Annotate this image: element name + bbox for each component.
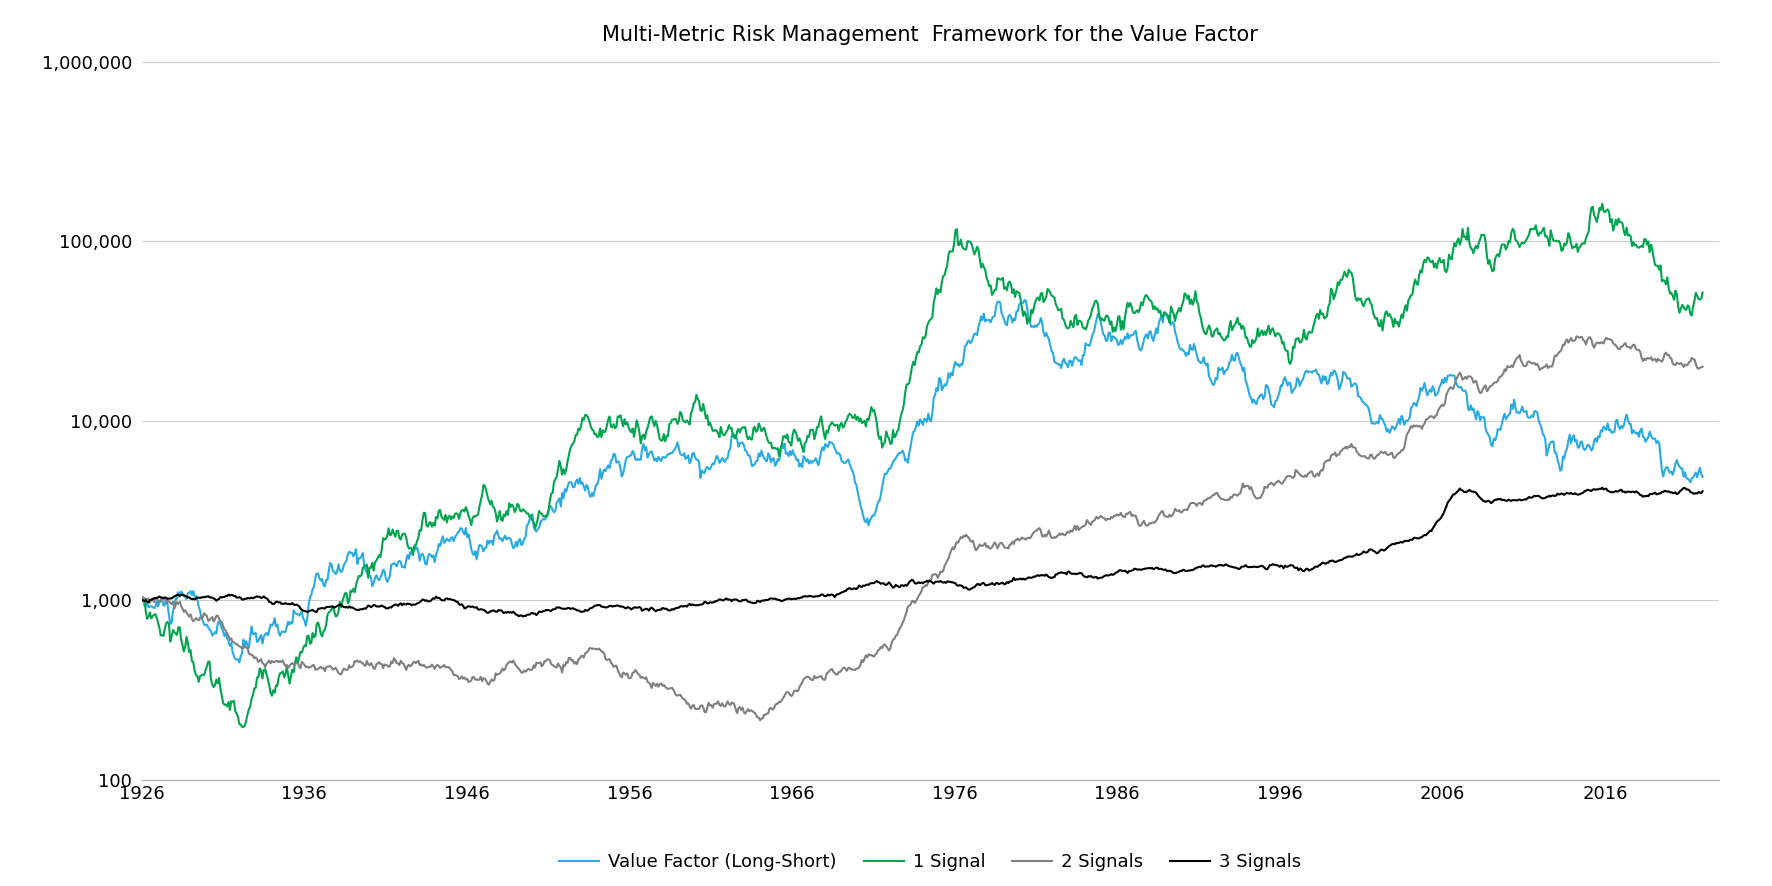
Line: Value Factor (Long-Short): Value Factor (Long-Short) [142, 300, 1703, 663]
3 Signals [512, 611, 533, 622]
Legend: Value Factor (Long-Short), 1 Signal, 2 Signals, 3 Signals: Value Factor (Long-Short), 1 Signal, 2 S… [553, 846, 1308, 879]
3 Signals [1350, 548, 1372, 559]
2 Signals [374, 659, 395, 670]
3 Signals [1515, 494, 1536, 504]
2 Signals [1515, 361, 1536, 371]
3 Signals [1591, 482, 1613, 493]
2 Signals [301, 660, 323, 671]
Value Factor (Long-Short) [303, 582, 324, 593]
1 Signal [1081, 303, 1102, 314]
Value Factor (Long-Short) [229, 657, 250, 668]
Value Factor (Long-Short) [1515, 407, 1536, 417]
Value Factor (Long-Short) [1515, 406, 1536, 416]
2 Signals [131, 595, 152, 606]
1 Signal [131, 595, 152, 606]
3 Signals [131, 595, 152, 606]
Value Factor (Long-Short) [1692, 471, 1714, 482]
2 Signals [1513, 361, 1535, 371]
Value Factor (Long-Short) [376, 573, 397, 584]
Line: 2 Signals: 2 Signals [142, 337, 1703, 720]
1 Signal [303, 632, 324, 642]
1 Signal [1350, 293, 1372, 304]
1 Signal [1513, 238, 1535, 249]
1 Signal [1591, 198, 1613, 209]
3 Signals [1513, 494, 1535, 505]
1 Signal [376, 533, 397, 544]
1 Signal [232, 721, 253, 732]
Value Factor (Long-Short) [1352, 396, 1373, 407]
Value Factor (Long-Short) [1083, 327, 1104, 338]
3 Signals [301, 604, 323, 615]
2 Signals [1692, 361, 1714, 372]
Line: 3 Signals: 3 Signals [142, 487, 1703, 617]
3 Signals [1081, 571, 1102, 582]
2 Signals [1566, 331, 1588, 342]
Value Factor (Long-Short) [1014, 295, 1035, 306]
2 Signals [1350, 450, 1372, 461]
1 Signal [1692, 287, 1714, 298]
Title: Multi-Metric Risk Management  Framework for the Value Factor: Multi-Metric Risk Management Framework f… [602, 25, 1258, 45]
2 Signals [1081, 517, 1102, 527]
2 Signals [750, 715, 771, 726]
Line: 1 Signal: 1 Signal [142, 204, 1703, 727]
3 Signals [1692, 486, 1714, 496]
Value Factor (Long-Short) [131, 595, 152, 606]
3 Signals [374, 602, 395, 612]
1 Signal [1515, 237, 1536, 247]
